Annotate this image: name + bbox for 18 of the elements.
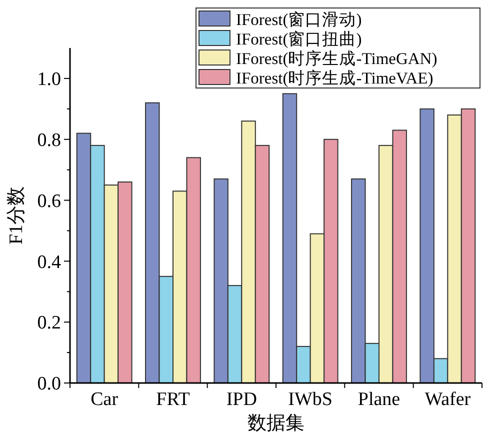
legend-label: IForest(窗口扭曲): [236, 29, 362, 48]
x-axis-title: 数据集: [248, 413, 304, 433]
legend-label: IForest(窗口滑动): [236, 10, 362, 29]
x-tick-label: Wafer: [424, 389, 472, 410]
x-tick-label: Plane: [358, 389, 400, 410]
legend-label: IForest(时序生成-TimeVAE): [236, 68, 434, 88]
y-tick-label: 1.0: [37, 69, 61, 90]
x-tick-label: FRT: [156, 389, 190, 410]
y-tick-label: 0.6: [37, 190, 61, 212]
legend-label: IForest(时序生成-TimeGAN): [236, 48, 438, 68]
y-axis-title: F1分数: [6, 186, 27, 245]
y-tick-label: 0.8: [37, 130, 61, 152]
x-tick-label: Car: [90, 389, 119, 410]
y-tick-label: 0.2: [37, 312, 61, 334]
y-tick-label: 0.4: [37, 252, 62, 273]
y-tick-label: 0.0: [37, 374, 61, 395]
x-tick-label: IPD: [226, 389, 257, 410]
x-tick-label: IWbS: [288, 389, 332, 410]
